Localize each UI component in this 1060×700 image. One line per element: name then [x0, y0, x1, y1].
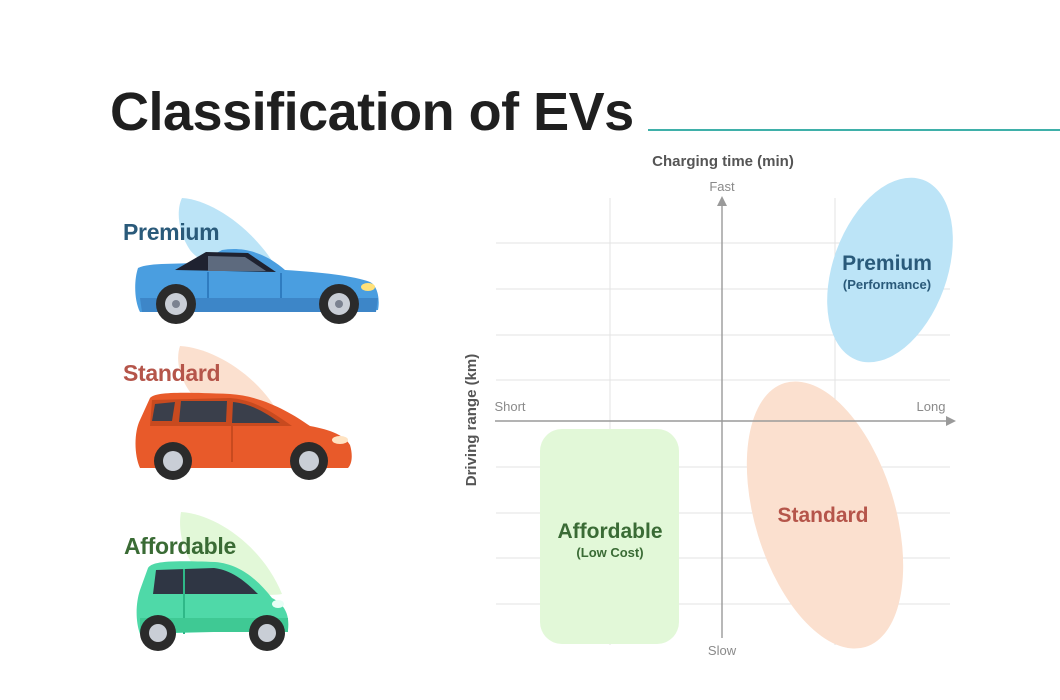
- axis-left-label: Short: [494, 399, 525, 414]
- axis-bottom-label: Slow: [708, 643, 737, 658]
- affordable-region-title: Affordable: [558, 520, 663, 543]
- page-title: Classification of EVs: [110, 82, 634, 142]
- title-underline: [648, 129, 1060, 131]
- affordable-label: Affordable: [124, 533, 237, 559]
- car-illustrations: [135, 198, 379, 651]
- standard-region-title: Standard: [777, 504, 868, 527]
- y-axis-title: Driving range (km): [463, 354, 480, 487]
- axes: [495, 196, 956, 638]
- axis-top-label: Fast: [709, 179, 735, 194]
- standard-region: [746, 381, 904, 649]
- hatchback-car-icon: [135, 346, 352, 480]
- affordable-region: [540, 429, 679, 644]
- premium-region-sub: (Performance): [843, 277, 931, 292]
- x-axis-title: Charging time (min): [652, 153, 794, 170]
- compact-car-icon: [136, 512, 289, 651]
- premium-region-title: Premium: [842, 252, 932, 275]
- premium-label: Premium: [123, 219, 220, 245]
- axis-right-label: Long: [917, 399, 946, 414]
- affordable-region-sub: (Low Cost): [576, 545, 643, 560]
- standard-label: Standard: [123, 360, 221, 386]
- sports-car-icon: [135, 198, 379, 324]
- premium-region: [827, 177, 953, 363]
